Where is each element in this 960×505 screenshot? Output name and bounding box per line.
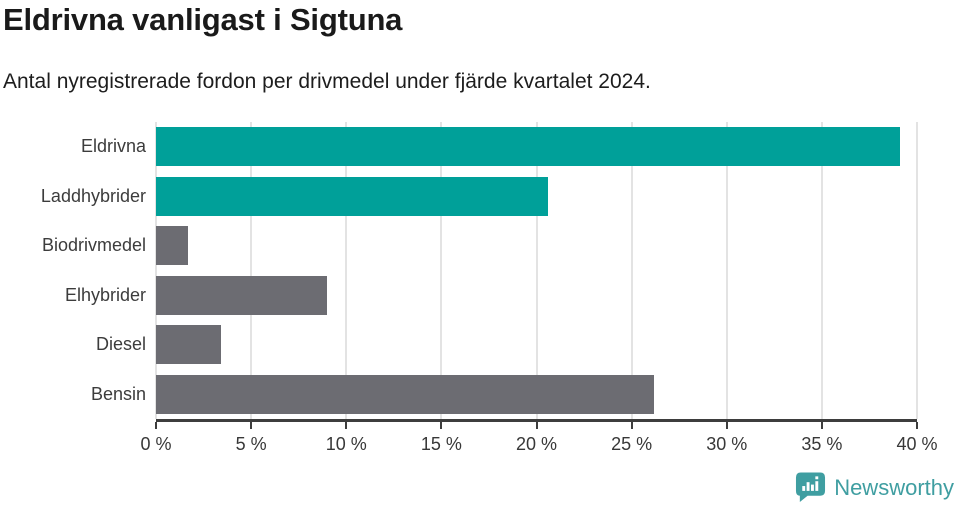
category-axis-labels: Eldrivna Laddhybrider Biodrivmedel Elhybrid… xyxy=(0,122,146,419)
axis-tick xyxy=(345,422,348,429)
x-tick-label: 35 % xyxy=(801,434,843,454)
x-tick-label: 10 % xyxy=(325,434,367,454)
bar-laddhybrider xyxy=(156,176,548,216)
gridline xyxy=(725,122,728,419)
category-label: Elhybrider xyxy=(64,284,146,305)
x-tick-label: 5 % xyxy=(235,434,267,454)
gridline xyxy=(345,122,348,419)
category-label-row: Diesel xyxy=(0,320,146,370)
category-label-row: Eldrivna xyxy=(0,122,146,172)
gridline xyxy=(916,122,918,419)
category-label: Diesel xyxy=(95,334,146,355)
chart-title: Eldrivna vanligast i Sigtuna xyxy=(3,2,403,37)
gridline xyxy=(440,122,443,419)
bar-diesel xyxy=(156,325,221,365)
bar-bensin xyxy=(156,374,655,414)
plot-area: 0 % 5 % 10 % 15 % 20 % 25 % 30 % 35 % 40 % xyxy=(140,122,938,454)
axis-tick xyxy=(535,422,538,429)
x-tick-label: 15 % xyxy=(420,434,462,454)
category-label: Bensin xyxy=(90,383,146,404)
category-label: Biodrivmedel xyxy=(41,235,146,256)
x-tick-label: 40 % xyxy=(896,434,938,454)
gridline xyxy=(630,122,633,419)
axis-tick xyxy=(916,422,918,429)
bar-row xyxy=(156,122,917,172)
axis-tick xyxy=(250,422,253,429)
gridline xyxy=(155,122,157,419)
category-label: Eldrivna xyxy=(80,136,146,157)
gridline xyxy=(250,122,253,419)
bar-row xyxy=(156,370,917,420)
category-label-row: Biodrivmedel xyxy=(0,221,146,271)
chart-subtitle: Antal nyregistrerade fordon per drivmede… xyxy=(3,70,651,93)
category-label-row: Bensin xyxy=(0,370,146,420)
brand-name: Newsworthy xyxy=(834,474,954,500)
axis-tick xyxy=(440,422,443,429)
bar-row xyxy=(156,271,917,321)
category-label: Laddhybrider xyxy=(40,185,146,206)
newsworthy-speech-bubble-chart-icon xyxy=(796,472,826,503)
axis-tick xyxy=(725,422,728,429)
gridline xyxy=(535,122,538,419)
x-tick-label: 30 % xyxy=(706,434,748,454)
bar-row xyxy=(156,221,917,271)
newsworthy-logo: Newsworthy xyxy=(795,472,954,503)
axis-tick xyxy=(630,422,633,429)
bar-row xyxy=(156,320,917,370)
axis-tick xyxy=(820,422,823,429)
bar-biodrivmedel xyxy=(156,226,189,266)
axis-tick xyxy=(155,422,157,429)
category-label-row: Elhybrider xyxy=(0,271,146,321)
x-tick-label: 20 % xyxy=(515,434,558,454)
category-label-row: Laddhybrider xyxy=(0,172,146,222)
x-tick-label: 0 % xyxy=(140,434,172,454)
bar-rows xyxy=(156,122,917,419)
gridline xyxy=(820,122,823,419)
bar-row xyxy=(156,172,917,222)
bar-eldrivna xyxy=(156,127,900,167)
x-tick-label: 25 % xyxy=(611,434,653,454)
bar-elhybrider xyxy=(156,275,328,315)
